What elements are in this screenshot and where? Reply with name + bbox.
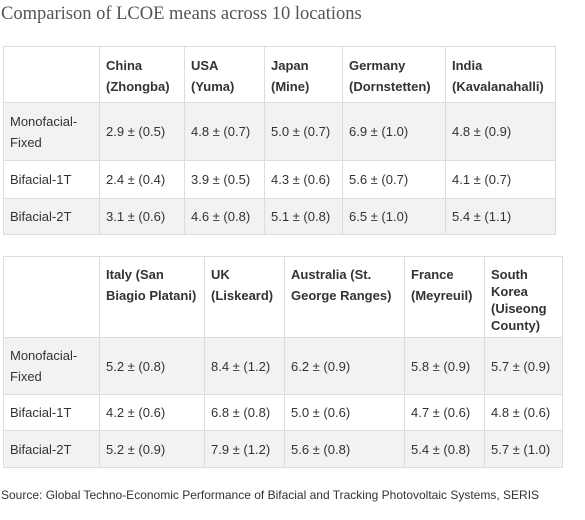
table-cell: 5.1 ± (0.8) xyxy=(264,198,343,235)
table-cell: 3.1 ± (0.6) xyxy=(99,198,185,235)
column-header: India (Kavalanahalli) xyxy=(445,46,556,103)
table-cell: 5.2 ± (0.8) xyxy=(99,337,205,395)
lcoe-table-1: China (Zhongba) USA (Yuma) Japan (Mine) … xyxy=(3,46,556,235)
column-header: China (Zhongba) xyxy=(99,46,185,103)
row-label: Bifacial-2T xyxy=(3,198,100,235)
table-cell: 2.4 ± (0.4) xyxy=(99,160,185,199)
row-label: Monofacial-Fixed xyxy=(3,102,100,161)
table-cell: 5.2 ± (0.9) xyxy=(99,430,205,468)
table-cell: 5.4 ± (0.8) xyxy=(404,430,485,468)
table-cell: 6.2 ± (0.9) xyxy=(284,337,405,395)
table-row: Monofacial-Fixed 5.2 ± (0.8) 8.4 ± (1.2)… xyxy=(3,337,563,395)
table-cell: 4.6 ± (0.8) xyxy=(184,198,265,235)
header-corner-cell xyxy=(3,256,100,338)
table-header-row: Italy (San Biagio Platani) UK (Liskeard)… xyxy=(3,256,563,338)
table-row: Bifacial-1T 2.4 ± (0.4) 3.9 ± (0.5) 4.3 … xyxy=(3,160,556,199)
table-cell: 6.9 ± (1.0) xyxy=(342,102,446,161)
table-row: Bifacial-2T 5.2 ± (0.9) 7.9 ± (1.2) 5.6 … xyxy=(3,430,563,468)
table-cell: 5.0 ± (0.7) xyxy=(264,102,343,161)
column-header: Italy (San Biagio Platani) xyxy=(99,256,205,338)
table-cell: 2.9 ± (0.5) xyxy=(99,102,185,161)
row-label: Monofacial-Fixed xyxy=(3,337,100,395)
column-header: Germany (Dornstetten) xyxy=(342,46,446,103)
source-note: Source: Global Techno-Economic Performan… xyxy=(1,488,540,502)
table-header-row: China (Zhongba) USA (Yuma) Japan (Mine) … xyxy=(3,46,556,103)
column-header: South Korea (Uiseong County) xyxy=(484,256,563,338)
table-cell: 5.6 ± (0.8) xyxy=(284,430,405,468)
table-cell: 6.5 ± (1.0) xyxy=(342,198,446,235)
table-cell: 4.3 ± (0.6) xyxy=(264,160,343,199)
table-cell: 4.8 ± (0.9) xyxy=(445,102,556,161)
column-header: Australia (St. George Ranges) xyxy=(284,256,405,338)
column-header: France (Meyreuil) xyxy=(404,256,485,338)
column-header: USA (Yuma) xyxy=(184,46,265,103)
table-cell: 4.1 ± (0.7) xyxy=(445,160,556,199)
table-cell: 5.4 ± (1.1) xyxy=(445,198,556,235)
table-cell: 4.8 ± (0.6) xyxy=(484,394,563,431)
table-cell: 8.4 ± (1.2) xyxy=(204,337,285,395)
lcoe-table-2: Italy (San Biagio Platani) UK (Liskeard)… xyxy=(3,256,563,468)
table-cell: 3.9 ± (0.5) xyxy=(184,160,265,199)
table-cell: 5.7 ± (1.0) xyxy=(484,430,563,468)
row-label: Bifacial-1T xyxy=(3,160,100,199)
page-title: Comparison of LCOE means across 10 locat… xyxy=(1,4,362,24)
table-cell: 5.8 ± (0.9) xyxy=(404,337,485,395)
column-header: UK (Liskeard) xyxy=(204,256,285,338)
column-header: Japan (Mine) xyxy=(264,46,343,103)
header-corner-cell xyxy=(3,46,100,103)
table-cell: 5.6 ± (0.7) xyxy=(342,160,446,199)
row-label: Bifacial-1T xyxy=(3,394,100,431)
table-row: Bifacial-1T 4.2 ± (0.6) 6.8 ± (0.8) 5.0 … xyxy=(3,394,563,431)
table-row: Monofacial-Fixed 2.9 ± (0.5) 4.8 ± (0.7)… xyxy=(3,102,556,161)
row-label: Bifacial-2T xyxy=(3,430,100,468)
table-cell: 5.7 ± (0.9) xyxy=(484,337,563,395)
table-cell: 5.0 ± (0.6) xyxy=(284,394,405,431)
table-cell: 4.7 ± (0.6) xyxy=(404,394,485,431)
table-cell: 7.9 ± (1.2) xyxy=(204,430,285,468)
table-cell: 4.2 ± (0.6) xyxy=(99,394,205,431)
table-cell: 4.8 ± (0.7) xyxy=(184,102,265,161)
table-cell: 6.8 ± (0.8) xyxy=(204,394,285,431)
table-row: Bifacial-2T 3.1 ± (0.6) 4.6 ± (0.8) 5.1 … xyxy=(3,198,556,235)
